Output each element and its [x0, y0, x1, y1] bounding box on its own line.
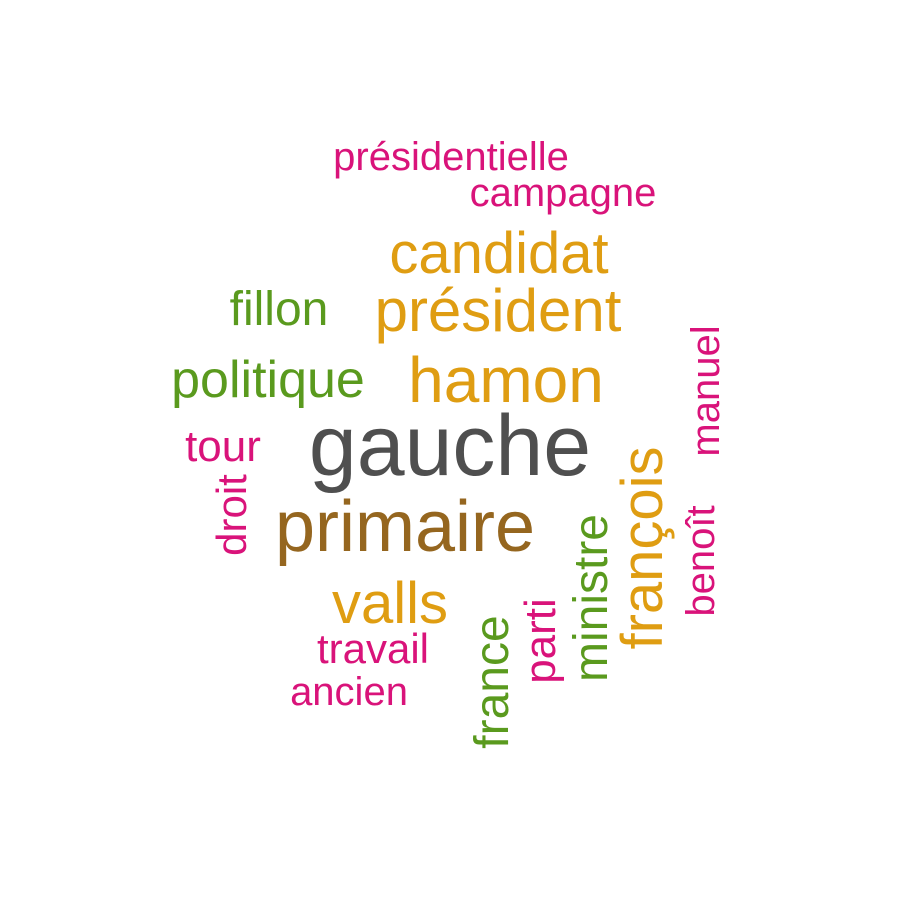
- word-primaire: primaire: [274, 487, 536, 567]
- word-valls: valls: [331, 571, 449, 636]
- word-tour: tour: [185, 422, 261, 471]
- word-candidat: candidat: [389, 221, 609, 286]
- word-campagne: campagne: [469, 171, 657, 215]
- word-benoit: benoît: [679, 505, 723, 617]
- word-ancien: ancien: [290, 670, 408, 714]
- word-parti: parti: [516, 598, 565, 684]
- word-hamon: hamon: [408, 344, 604, 416]
- word-ministre: ministre: [565, 513, 618, 683]
- word-france: france: [466, 615, 519, 749]
- word-francois: françois: [610, 446, 675, 650]
- word-gauche: gauche: [308, 398, 592, 494]
- word-travail: travail: [316, 625, 430, 672]
- word-politique: politique: [171, 351, 365, 409]
- word-manuel: manuel: [684, 325, 728, 457]
- word-fillon: fillon: [229, 283, 329, 336]
- word-droit: droit: [208, 474, 255, 556]
- word-presidentielle: présidentielle: [333, 135, 569, 179]
- word-president: président: [374, 277, 622, 344]
